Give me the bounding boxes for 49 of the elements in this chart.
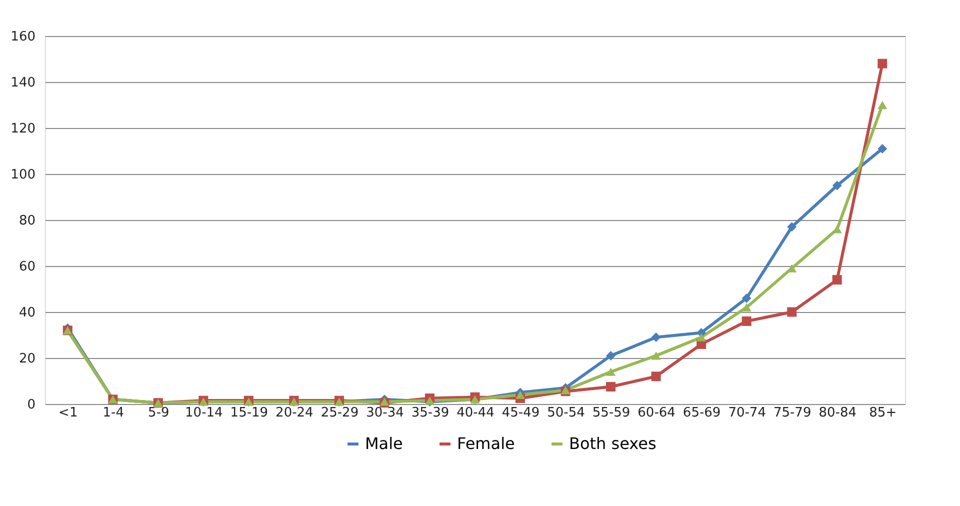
x-tick-label: 15-19 [230, 406, 268, 420]
x-tick-label: 70-74 [728, 406, 766, 420]
point [878, 100, 888, 110]
point [832, 275, 842, 285]
x-tick-label: <1 [58, 406, 78, 420]
x-tick-label: 60-64 [638, 406, 676, 420]
y-tick-label: 120 [10, 122, 36, 136]
point [516, 390, 526, 399]
y-tick-label: 20 [18, 352, 36, 366]
point [606, 368, 616, 376]
x-tick-label: 5-9 [148, 406, 170, 420]
legend-label: Both sexes [569, 434, 656, 453]
point [651, 332, 661, 342]
x-tick-label: 10-14 [185, 406, 223, 420]
x-tick-label: 40-44 [456, 406, 494, 420]
point [832, 180, 842, 190]
y-tick-label: 0 [27, 398, 36, 412]
legend-label: Male [365, 434, 403, 453]
point [878, 144, 888, 154]
x-tick-label: 35-39 [411, 406, 450, 420]
point [651, 352, 661, 360]
point [606, 350, 616, 360]
point [742, 316, 752, 326]
y-tick-label: 100 [10, 168, 36, 182]
x-tick-label: 25-29 [320, 406, 359, 420]
y-tick-label: 80 [18, 214, 36, 228]
x-tick-label: 50-54 [547, 406, 585, 420]
point [651, 372, 661, 382]
y-tick-label: 40 [18, 306, 36, 320]
x-tick-label: 80-84 [818, 406, 856, 420]
point [606, 382, 616, 392]
x-tick-label: 30-34 [366, 406, 404, 420]
x-tick-label: 45-49 [502, 406, 540, 420]
point [787, 307, 797, 317]
x-tick-label: 1-4 [102, 406, 124, 420]
point [787, 222, 797, 232]
y-tick-label: 60 [18, 260, 36, 274]
y-tick-label: 140 [10, 76, 36, 90]
point [696, 333, 706, 342]
x-tick-label: 75-79 [773, 406, 812, 420]
x-tick-label: 65-69 [682, 406, 721, 420]
point [742, 293, 752, 303]
x-tick-label: 85+ [869, 406, 897, 420]
x-tick-label: 20-24 [276, 406, 314, 420]
legend-label: Female [457, 434, 515, 453]
point [878, 58, 888, 68]
x-tick-label: 55-59 [592, 406, 630, 420]
y-tick-label: 160 [10, 30, 36, 44]
point [742, 303, 752, 312]
